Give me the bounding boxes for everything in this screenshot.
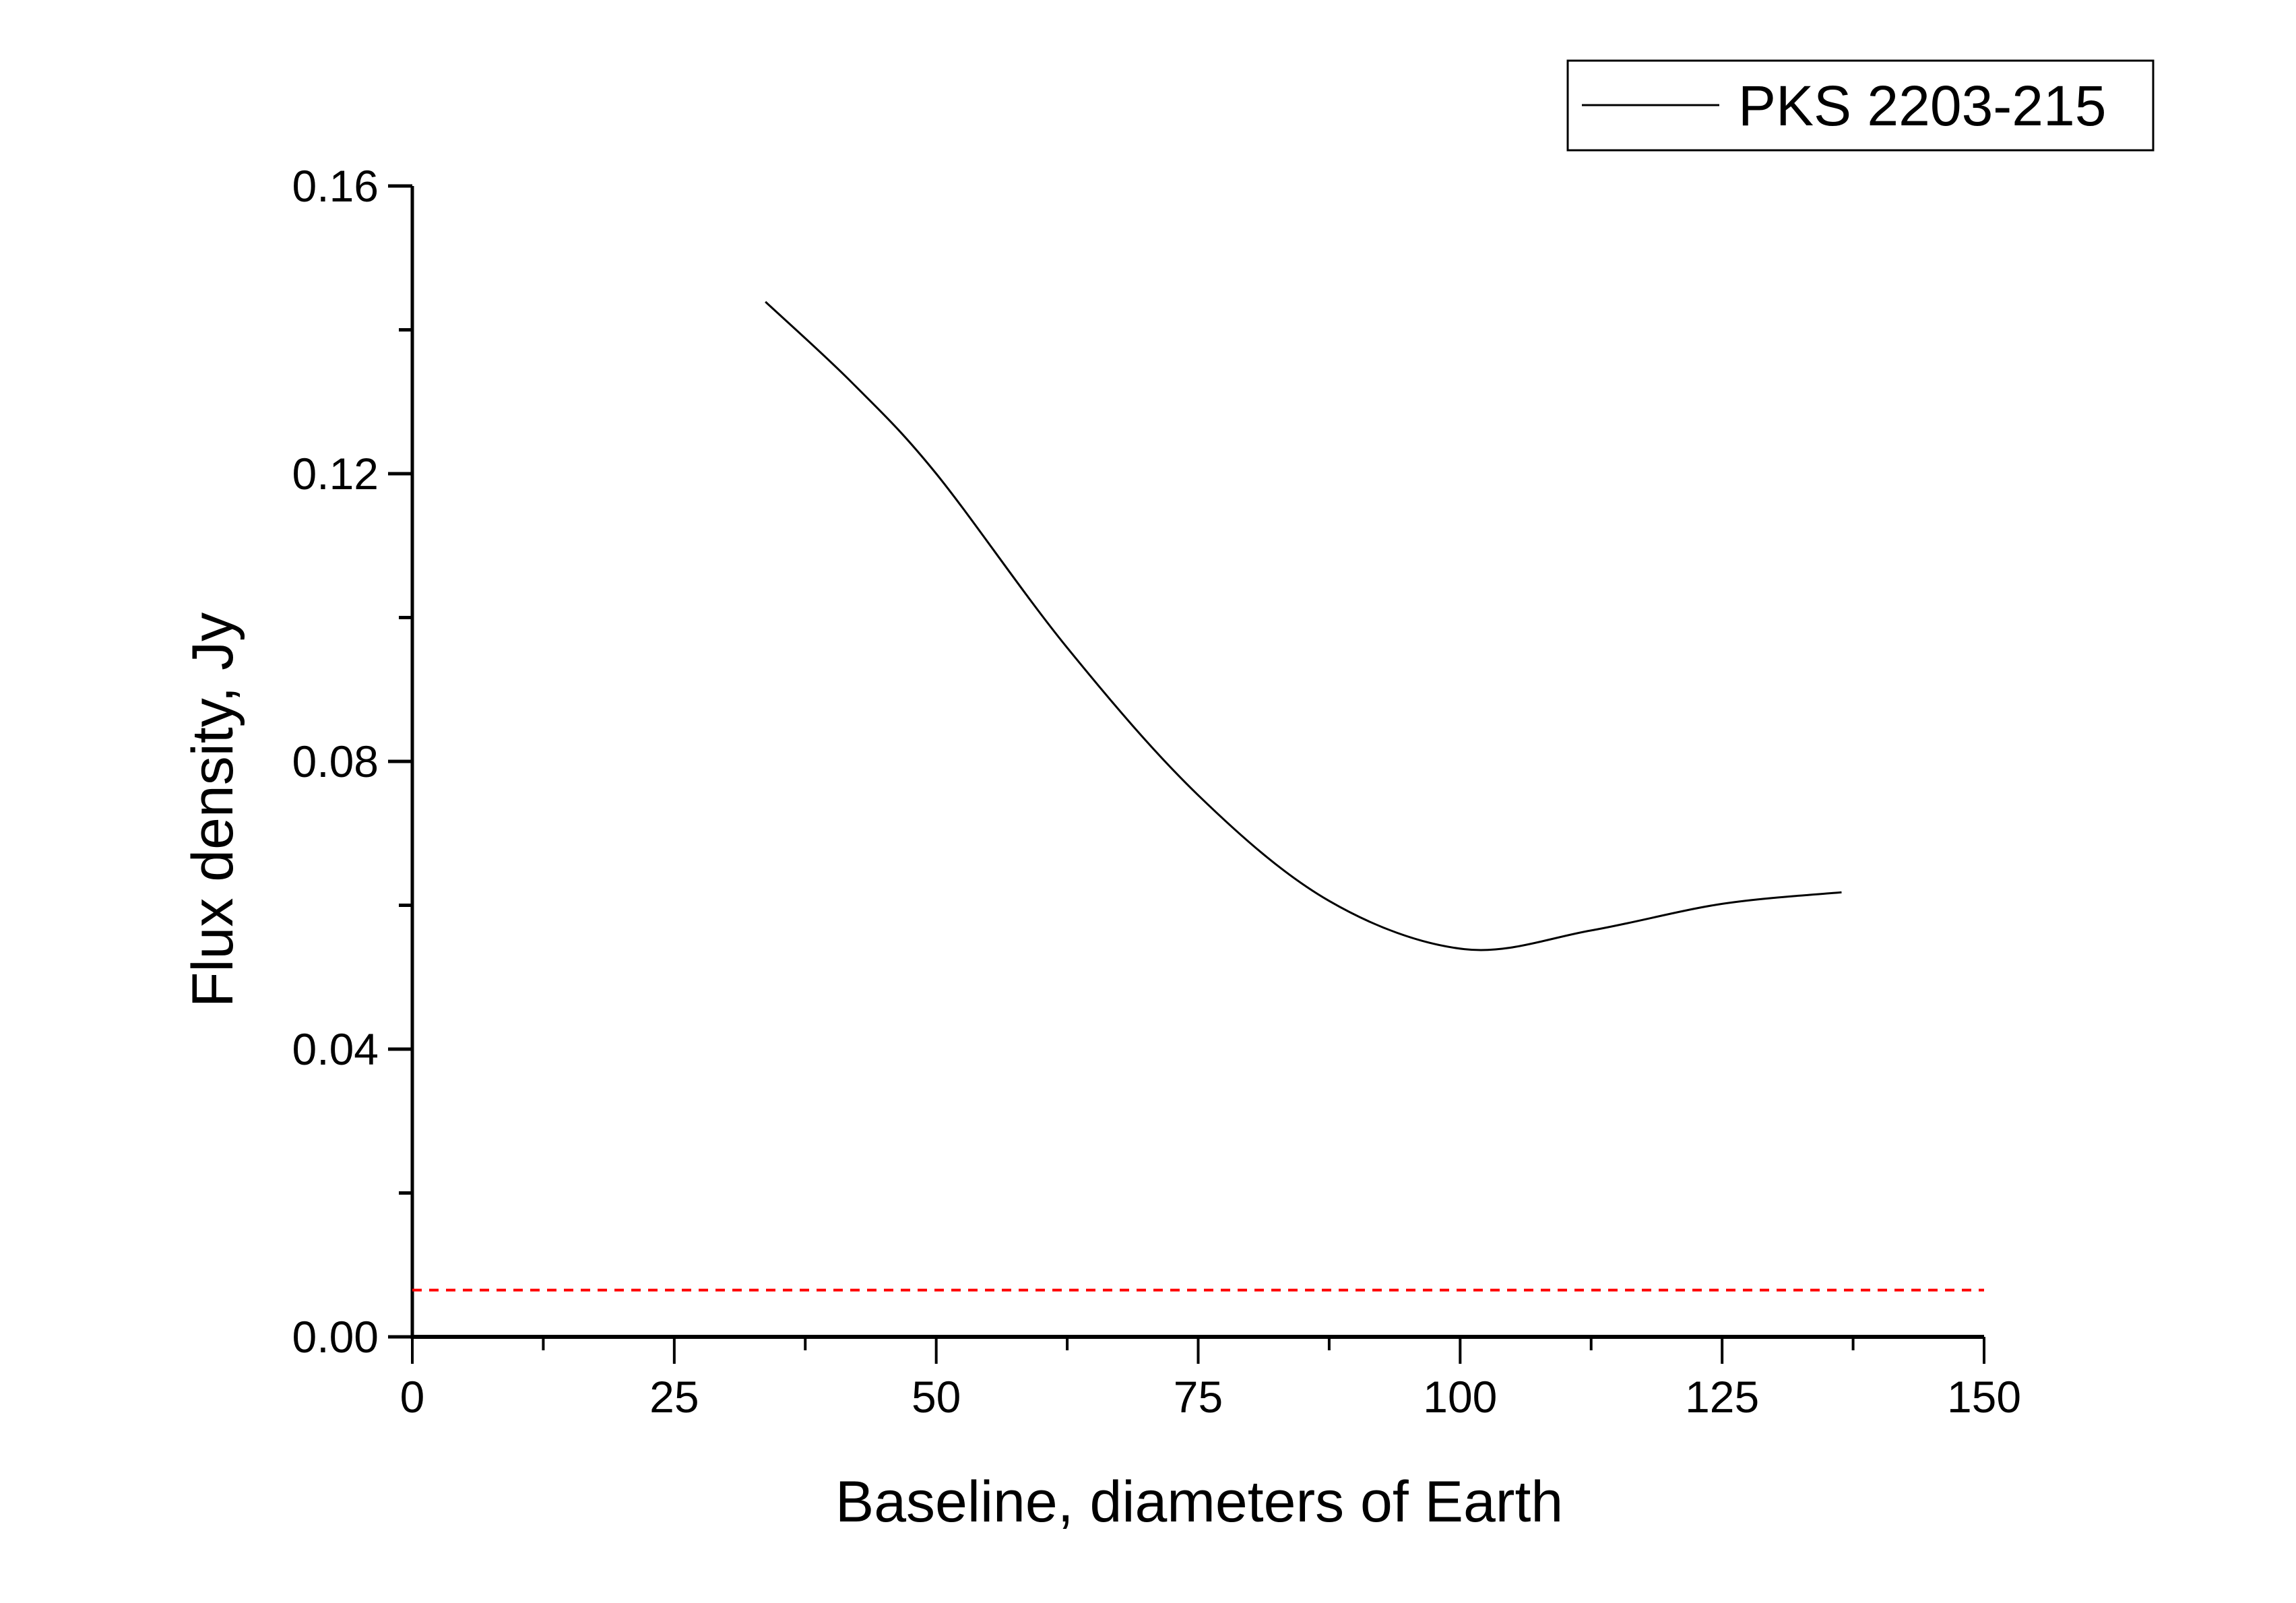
x-tick-label: 50	[912, 1372, 961, 1422]
legend-label: PKS 2203-215	[1738, 74, 2106, 137]
y-tick-label: 0.04	[292, 1024, 379, 1074]
x-tick-label: 150	[1947, 1372, 2021, 1422]
y-tick-label: 0.16	[292, 161, 379, 211]
axes	[410, 186, 1984, 1339]
y-tick-label: 0.12	[292, 449, 379, 499]
series-line-pks-2203-215	[765, 301, 1842, 951]
x-tick-label: 0	[400, 1372, 425, 1422]
x-tick-label: 100	[1423, 1372, 1497, 1422]
y-axis-title: Flux density, Jy	[181, 612, 245, 1007]
marks	[412, 301, 1984, 1292]
x-tick-label: 125	[1685, 1372, 1759, 1422]
legend: PKS 2203-215	[1566, 59, 2155, 152]
x-tick-label: 75	[1174, 1372, 1223, 1422]
x-tick-label: 25	[649, 1372, 699, 1422]
ticks: 0 25 50 75 100 125 150 0.00 0.04 0.08 0.12 0.16	[292, 161, 2022, 1422]
x-axis-title: Baseline, diameters of Earth	[835, 1470, 1563, 1534]
y-tick-label: 0.00	[292, 1312, 379, 1362]
y-tick-label: 0.08	[292, 736, 379, 786]
